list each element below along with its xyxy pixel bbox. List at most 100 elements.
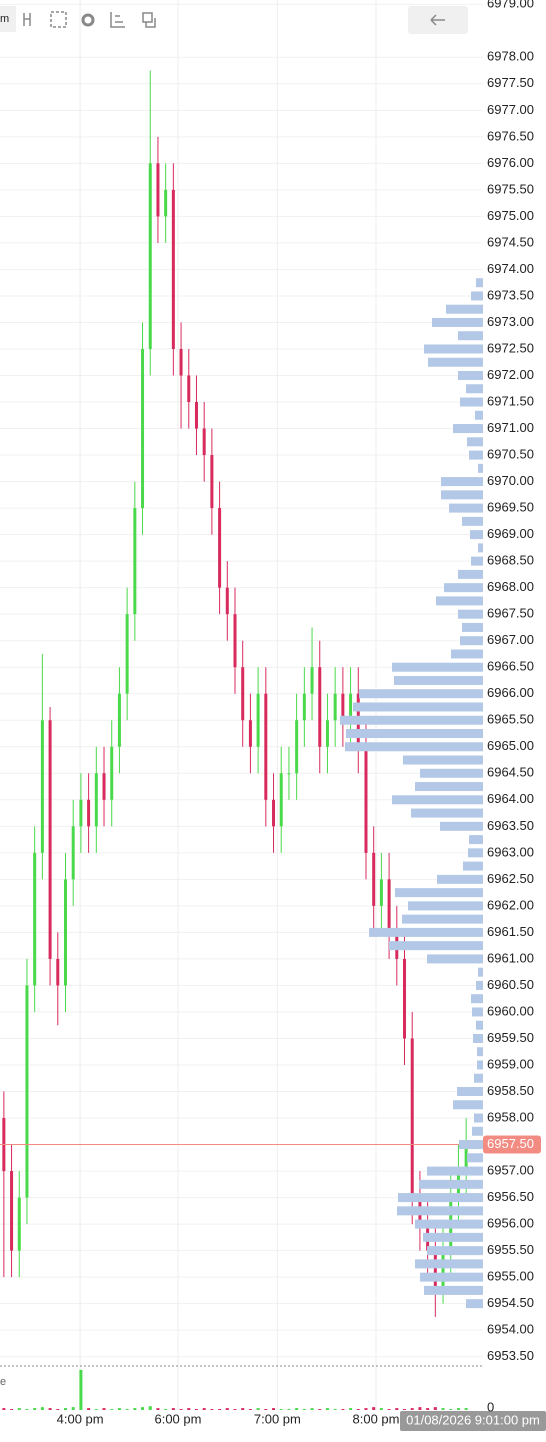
- profile-bar: [478, 967, 483, 977]
- candle-body: [333, 693, 337, 721]
- settings-icon[interactable]: [81, 13, 95, 27]
- volume-bar: [256, 1408, 260, 1410]
- profile-bar: [427, 1246, 483, 1256]
- profile-bar: [441, 477, 483, 487]
- cursor-time: 01/08/2026 9:01:00 pm: [406, 1412, 540, 1427]
- candle-body: [87, 799, 91, 827]
- candle-body: [56, 958, 60, 986]
- back-arrow[interactable]: [430, 14, 445, 26]
- candle-body: [464, 1144, 468, 1172]
- volume-bar: [141, 1407, 145, 1410]
- y-tick-label: 6976.00: [487, 155, 534, 170]
- candle-body: [341, 693, 345, 721]
- volume-bar: [164, 1409, 168, 1410]
- profile-bar: [458, 331, 483, 341]
- candle-body: [33, 852, 37, 986]
- candle-body: [125, 614, 129, 694]
- volume-bar: [125, 1409, 129, 1410]
- y-tick-label: 6961.00: [487, 950, 534, 965]
- volume-bar: [218, 1409, 222, 1410]
- profile-bar: [469, 450, 483, 460]
- profile-bar: [424, 1285, 483, 1295]
- y-tick-label: 6967.50: [487, 606, 534, 621]
- profile-bar: [476, 278, 483, 288]
- profile-bar: [424, 344, 483, 354]
- candle-body: [302, 693, 306, 721]
- profile-bar: [475, 410, 483, 420]
- candle-body: [194, 402, 198, 429]
- volume-tick-label: 0: [487, 1399, 494, 1414]
- y-tick-label: 6968.50: [487, 553, 534, 568]
- volume-bar: [33, 1408, 37, 1410]
- candle-body: [433, 1250, 437, 1291]
- profile-bar: [353, 702, 483, 712]
- y-tick-label: 6975.00: [487, 208, 534, 223]
- profile-bar: [432, 317, 483, 327]
- profile-bar: [458, 569, 483, 579]
- candle-body: [248, 720, 252, 747]
- volume-bar: [156, 1408, 160, 1410]
- y-tick-label: 6957.00: [487, 1163, 534, 1178]
- profile-bar: [415, 782, 483, 792]
- profile-bar: [403, 755, 483, 765]
- profile-bar: [419, 1179, 483, 1189]
- y-tick-label: 6971.00: [487, 420, 534, 435]
- candle-body: [171, 189, 175, 349]
- profile-bar: [408, 901, 483, 911]
- select-icon[interactable]: [50, 11, 67, 28]
- candle-body: [279, 773, 283, 827]
- profile-bar: [437, 874, 483, 884]
- volume-bar: [372, 1407, 376, 1410]
- volume-bar: [418, 1407, 422, 1410]
- volume-bar: [295, 1408, 299, 1410]
- candle-body: [10, 1171, 14, 1251]
- volume-bar: [379, 1408, 383, 1410]
- candle-body: [102, 773, 106, 800]
- y-tick-label: 6956.50: [487, 1189, 534, 1204]
- volume-bar: [148, 1406, 152, 1410]
- y-tick-label: 6964.00: [487, 791, 534, 806]
- toolbar-button[interactable]: [0, 6, 16, 32]
- profile-bar: [420, 768, 483, 778]
- volume-bar: [395, 1408, 399, 1410]
- profile-bar: [415, 1219, 483, 1229]
- profile-bar: [444, 583, 483, 593]
- volume-bar: [387, 1409, 391, 1410]
- y-tick-label: 6960.50: [487, 977, 534, 992]
- y-tick-label: 6968.00: [487, 579, 534, 594]
- volume-bar: [87, 1408, 91, 1410]
- copy-icon[interactable]: [142, 12, 156, 28]
- x-tick-label: 4:00 pm: [57, 1411, 104, 1426]
- volume-bar: [426, 1408, 430, 1410]
- profile-bar: [462, 516, 483, 526]
- profile-bar: [472, 1126, 483, 1136]
- candle-body: [233, 614, 237, 668]
- volume-bar: [2, 1408, 6, 1410]
- profile-bar: [392, 662, 483, 672]
- candle-body: [256, 693, 260, 747]
- axis-icon[interactable]: [110, 12, 125, 28]
- bars-icon[interactable]: [23, 13, 31, 26]
- y-tick-label: 6972.50: [487, 340, 534, 355]
- y-tick-label: 6974.50: [487, 234, 534, 249]
- candle-body: [287, 773, 291, 775]
- profile-bar: [402, 914, 483, 924]
- candle-body: [40, 720, 44, 853]
- profile-bar: [460, 397, 483, 407]
- y-tick-label: 6979.00: [487, 0, 534, 11]
- profile-bar: [453, 1100, 483, 1110]
- candle-body: [133, 508, 137, 615]
- profile-bar: [471, 994, 483, 1004]
- profile-bar: [478, 543, 483, 553]
- volume-bar: [464, 1408, 468, 1410]
- profile-bar: [397, 1206, 483, 1216]
- y-tick-label: 6972.00: [487, 367, 534, 382]
- y-tick-label: 6973.50: [487, 287, 534, 302]
- candle-body: [141, 348, 145, 509]
- volume-bar: [318, 1409, 322, 1410]
- candle-body: [202, 428, 206, 456]
- volume-bar: [456, 1408, 460, 1410]
- y-tick-label: 6954.00: [487, 1322, 534, 1337]
- volume-bar: [210, 1409, 214, 1410]
- y-tick-label: 6961.50: [487, 924, 534, 939]
